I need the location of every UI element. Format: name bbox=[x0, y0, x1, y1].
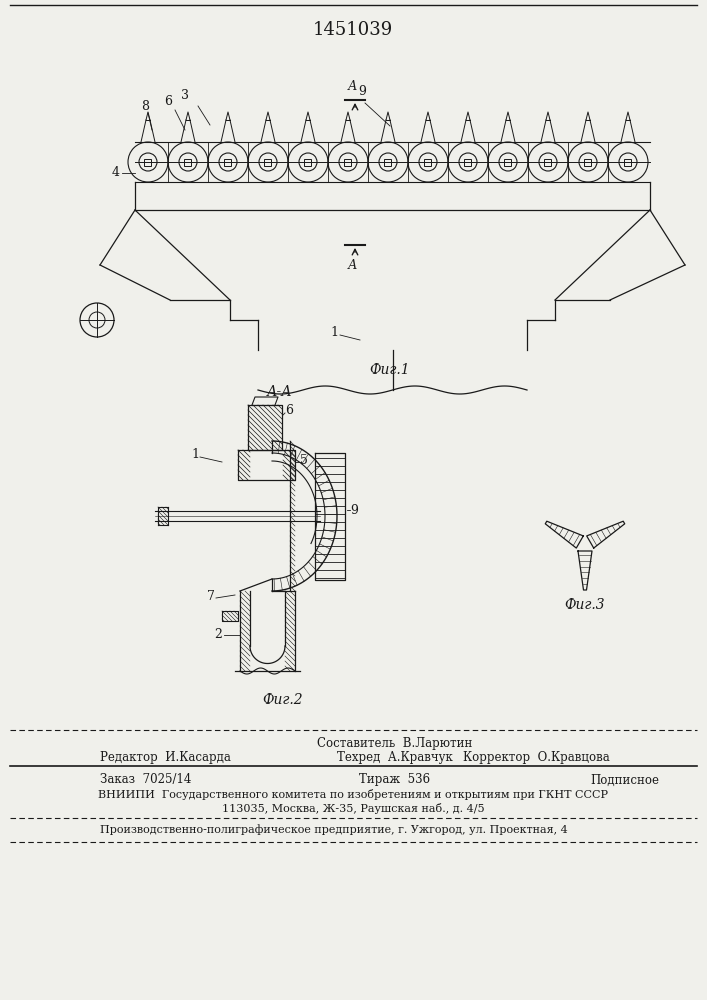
Bar bbox=[505, 158, 511, 165]
Text: 6: 6 bbox=[164, 95, 172, 108]
Bar bbox=[464, 158, 472, 165]
Text: 1451039: 1451039 bbox=[313, 21, 393, 39]
Text: 6: 6 bbox=[285, 403, 293, 416]
Text: 9: 9 bbox=[350, 504, 358, 516]
Text: Производственно-полиграфическое предприятие, г. Ужгород, ул. Проектная, 4: Производственно-полиграфическое предприя… bbox=[100, 825, 568, 835]
Text: Подписное: Подписное bbox=[590, 774, 659, 786]
Bar bbox=[305, 158, 312, 165]
Bar bbox=[385, 158, 392, 165]
Text: А: А bbox=[347, 80, 357, 93]
Bar bbox=[424, 158, 431, 165]
Text: 1: 1 bbox=[330, 326, 338, 340]
Text: 3: 3 bbox=[181, 89, 189, 102]
Text: А-А: А-А bbox=[267, 385, 293, 399]
Bar bbox=[544, 158, 551, 165]
Bar bbox=[225, 158, 231, 165]
Text: А: А bbox=[347, 259, 357, 272]
Text: 2: 2 bbox=[214, 629, 222, 642]
Text: 113035, Москва, Ж-35, Раушская наб., д. 4/5: 113035, Москва, Ж-35, Раушская наб., д. … bbox=[222, 802, 484, 814]
Text: 7: 7 bbox=[207, 590, 215, 603]
Bar bbox=[185, 158, 192, 165]
Text: Корректор  О.Кравцова: Корректор О.Кравцова bbox=[463, 750, 610, 764]
Text: Фиг.2: Фиг.2 bbox=[263, 693, 303, 707]
Text: 4: 4 bbox=[112, 166, 120, 180]
Text: Фиг.3: Фиг.3 bbox=[565, 598, 605, 612]
Text: ВНИИПИ  Государственного комитета по изобретениям и открытиям при ГКНТ СССР: ВНИИПИ Государственного комитета по изоб… bbox=[98, 790, 608, 800]
Bar bbox=[585, 158, 592, 165]
Bar bbox=[624, 158, 631, 165]
Bar bbox=[264, 158, 271, 165]
Text: 9: 9 bbox=[358, 85, 366, 98]
Bar bbox=[344, 158, 351, 165]
Text: Заказ  7025/14: Заказ 7025/14 bbox=[100, 774, 192, 786]
Text: Составитель  В.Ларютин: Составитель В.Ларютин bbox=[317, 738, 473, 750]
Text: 8: 8 bbox=[141, 100, 149, 113]
Text: Техред  А.Кравчук: Техред А.Кравчук bbox=[337, 750, 453, 764]
Text: 1: 1 bbox=[191, 448, 199, 462]
Text: Тираж  536: Тираж 536 bbox=[359, 774, 431, 786]
Text: Фиг.1: Фиг.1 bbox=[370, 363, 410, 377]
Text: 5: 5 bbox=[300, 454, 308, 466]
Text: Редактор  И.Касарда: Редактор И.Касарда bbox=[100, 750, 231, 764]
Bar bbox=[144, 158, 151, 165]
